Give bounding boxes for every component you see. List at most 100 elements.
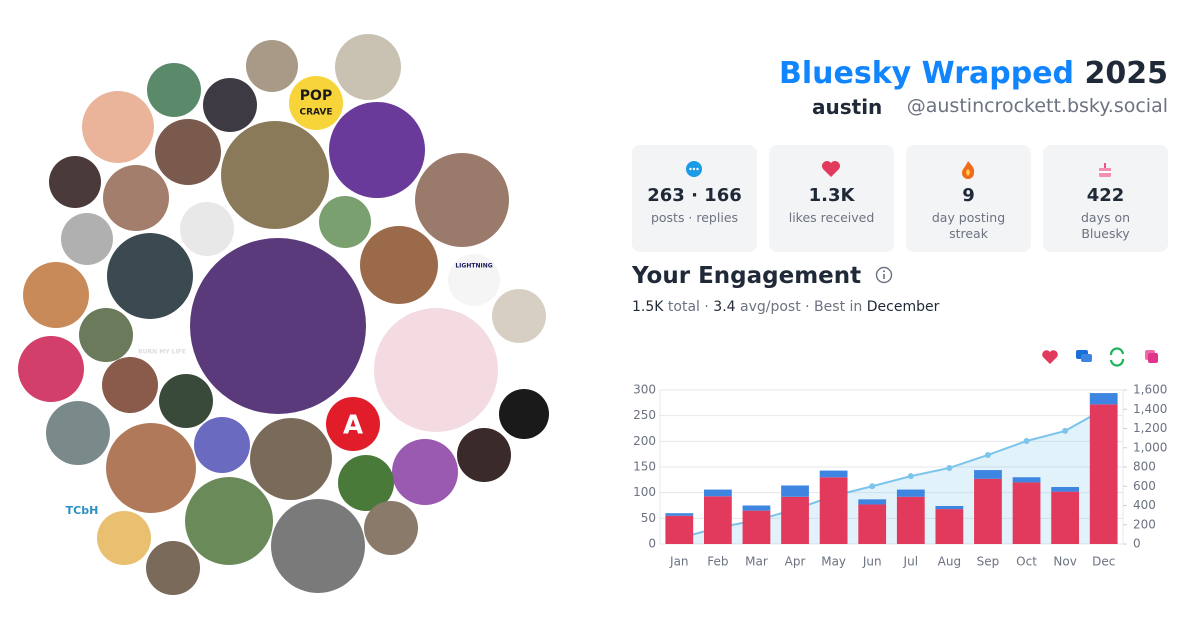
avatar	[492, 289, 546, 343]
stat-label: day posting streak	[931, 210, 1006, 241]
avatar	[146, 541, 200, 595]
best-month: December	[866, 299, 940, 315]
legend-quotes[interactable]	[1145, 350, 1158, 363]
bar-segment	[858, 499, 887, 505]
avatar	[338, 455, 394, 511]
bar-segment	[742, 505, 771, 511]
avatar	[335, 34, 401, 100]
engagement-summary: 1.5K total · 3.4 avg/post · Best in Dece…	[632, 299, 939, 315]
avatar-text: LIGHTNING	[455, 263, 492, 270]
avatar	[415, 153, 509, 247]
y2-tick-label: 0	[1133, 537, 1141, 551]
bar-segment	[896, 489, 925, 497]
bar-segment	[1012, 482, 1041, 544]
avatar	[246, 40, 298, 92]
bar-segment	[935, 509, 964, 544]
x-tick-label: Oct	[1016, 555, 1037, 569]
avatar	[360, 226, 438, 304]
avatar	[56, 469, 108, 521]
avatar	[271, 499, 365, 593]
avatar	[147, 63, 201, 117]
info-icon[interactable]	[875, 266, 893, 284]
avatar	[289, 76, 343, 130]
avatar	[374, 308, 498, 432]
avg: 3.4	[713, 299, 736, 315]
stat-icon	[686, 161, 702, 177]
avatar	[159, 374, 213, 428]
avatar-text: CRAVE	[299, 108, 332, 118]
avatar	[180, 202, 234, 256]
avatar	[103, 165, 169, 231]
avatar	[194, 417, 250, 473]
stat-icon	[962, 161, 975, 179]
avatar-text: A	[343, 411, 363, 441]
stat-icon	[1099, 163, 1111, 177]
x-tick-label: May	[821, 555, 846, 569]
avatar	[499, 389, 549, 439]
line-point	[1023, 438, 1030, 445]
stat-label: days on Bluesky	[1080, 210, 1131, 241]
avatar	[221, 121, 329, 229]
legend-likes[interactable]	[1042, 350, 1058, 364]
heading-text: Your Engagement	[632, 263, 862, 289]
bar-segment	[974, 470, 1002, 479]
total: 1.5K	[632, 299, 664, 315]
bar-segment	[665, 513, 694, 516]
avatar	[319, 196, 371, 248]
line-point	[984, 451, 991, 458]
line-point	[1062, 427, 1069, 434]
y2-tick-label: 200	[1133, 517, 1156, 531]
avatar	[326, 397, 380, 451]
bar-segment	[1051, 491, 1080, 544]
avatar	[250, 418, 332, 500]
avatar	[155, 119, 221, 185]
section-heading: Your Engagement	[632, 263, 893, 289]
avatar	[448, 254, 500, 306]
bar-segment	[896, 496, 925, 544]
bar-segment	[1012, 477, 1041, 483]
title-year: 2025	[1084, 56, 1169, 91]
bar-segment	[703, 489, 732, 497]
y-tick-label: 0	[648, 537, 656, 551]
stat-icon	[822, 161, 840, 177]
avatar	[23, 262, 89, 328]
avatar	[46, 401, 110, 465]
display-name: austin	[812, 95, 883, 119]
bar-segment	[1051, 487, 1080, 492]
avatar	[61, 213, 113, 265]
y2-tick-label: 1,200	[1133, 421, 1167, 435]
x-tick-label: Jul	[903, 555, 918, 569]
x-tick-label: Sep	[977, 555, 1000, 569]
stat-label: likes received	[788, 210, 875, 225]
stat-value: 422	[1086, 185, 1125, 206]
bar-segment	[819, 470, 848, 478]
line-point	[869, 483, 876, 490]
avatar	[102, 357, 158, 413]
bar-segment	[781, 485, 809, 497]
avg-text: avg/post · Best in	[740, 299, 863, 315]
stat-card: 422 days on Bluesky	[1043, 145, 1168, 252]
y2-tick-label: 400	[1133, 498, 1156, 512]
x-tick-label: Mar	[745, 555, 768, 569]
stat-value: 263 · 166	[647, 185, 742, 206]
avatar-text: TCbH	[66, 504, 99, 517]
x-tick-label: Aug	[938, 555, 961, 569]
y-tick-label: 250	[633, 408, 656, 422]
x-tick-label: Feb	[707, 555, 728, 569]
avatar	[185, 477, 273, 565]
stat-card: 9 day posting streak	[906, 145, 1031, 252]
y2-tick-label: 600	[1133, 479, 1156, 493]
bar-segment	[858, 504, 887, 544]
avatar-text: POP	[300, 88, 332, 104]
avatar	[457, 428, 511, 482]
legend-reposts[interactable]	[1109, 347, 1125, 367]
legend-replies[interactable]	[1076, 350, 1092, 362]
avatar	[392, 439, 458, 505]
x-tick-label: Dec	[1092, 555, 1115, 569]
stat-value: 9	[962, 185, 975, 206]
bar-segment	[1089, 393, 1118, 405]
y-tick-label: 300	[633, 383, 656, 397]
x-tick-label: Apr	[785, 555, 806, 569]
y-tick-label: 100	[633, 485, 656, 499]
engagement-chart: 0 50 100 150 200 250 300 0 200 400 600 800 1,000 1,20…	[633, 383, 1167, 569]
